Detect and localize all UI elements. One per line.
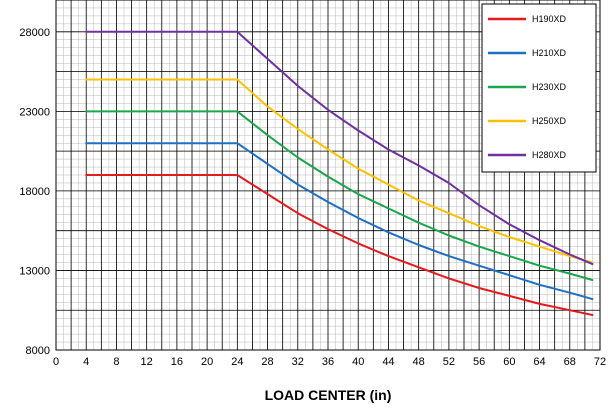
x-tick-label: 44 bbox=[382, 356, 394, 368]
x-tick-label: 56 bbox=[473, 356, 485, 368]
series-line-h230xd bbox=[85, 110, 594, 281]
x-tick-label: 40 bbox=[352, 356, 364, 368]
series-lines bbox=[85, 30, 594, 316]
y-tick-label: 8000 bbox=[26, 345, 50, 357]
legend-label: H280XD bbox=[532, 150, 567, 160]
legend-label: H250XD bbox=[532, 116, 567, 126]
x-axis-label: LOAD CENTER (in) bbox=[265, 387, 392, 403]
y-tick-label: 23000 bbox=[19, 106, 50, 118]
y-tick-label: 28000 bbox=[19, 27, 50, 39]
x-tick-label: 24 bbox=[231, 356, 243, 368]
x-tick-label: 16 bbox=[171, 356, 183, 368]
series-line-h190xd bbox=[85, 174, 594, 316]
x-tick-label: 64 bbox=[533, 356, 545, 368]
x-tick-label: 60 bbox=[503, 356, 515, 368]
legend-label: H190XD bbox=[532, 14, 567, 24]
series-line-h250xd bbox=[85, 78, 594, 264]
y-tick-label: 18000 bbox=[19, 186, 50, 198]
legend-items: H190XD H210XD H230XD H250XD H280XD bbox=[488, 14, 567, 160]
x-tick-label: 28 bbox=[261, 356, 273, 368]
legend-label: H210XD bbox=[532, 48, 567, 58]
x-axis-ticks: 0 4 8 12 16 20 24 28 32 36 40 44 48 52 56 60 64 68 72 bbox=[53, 356, 606, 368]
y-tick-label: 13000 bbox=[19, 265, 50, 277]
x-tick-label: 32 bbox=[292, 356, 304, 368]
x-tick-label: 36 bbox=[322, 356, 334, 368]
x-tick-label: 8 bbox=[113, 356, 119, 368]
x-tick-label: 68 bbox=[564, 356, 576, 368]
series-line-h210xd bbox=[85, 142, 594, 301]
series-line-h280xd bbox=[85, 30, 594, 266]
plot-frame bbox=[55, 0, 601, 351]
x-tick-label: 20 bbox=[201, 356, 213, 368]
x-tick-label: 0 bbox=[53, 356, 59, 368]
x-tick-label: 4 bbox=[83, 356, 89, 368]
legend-label: H230XD bbox=[532, 82, 567, 92]
y-axis-ticks: 8000 13000 18000 23000 28000 bbox=[19, 27, 50, 357]
x-tick-label: 52 bbox=[443, 356, 455, 368]
x-tick-label: 72 bbox=[594, 356, 606, 368]
x-tick-label: 48 bbox=[413, 356, 425, 368]
x-tick-label: 12 bbox=[141, 356, 153, 368]
legend: H190XD H210XD H230XD H250XD H280XD bbox=[481, 3, 597, 173]
